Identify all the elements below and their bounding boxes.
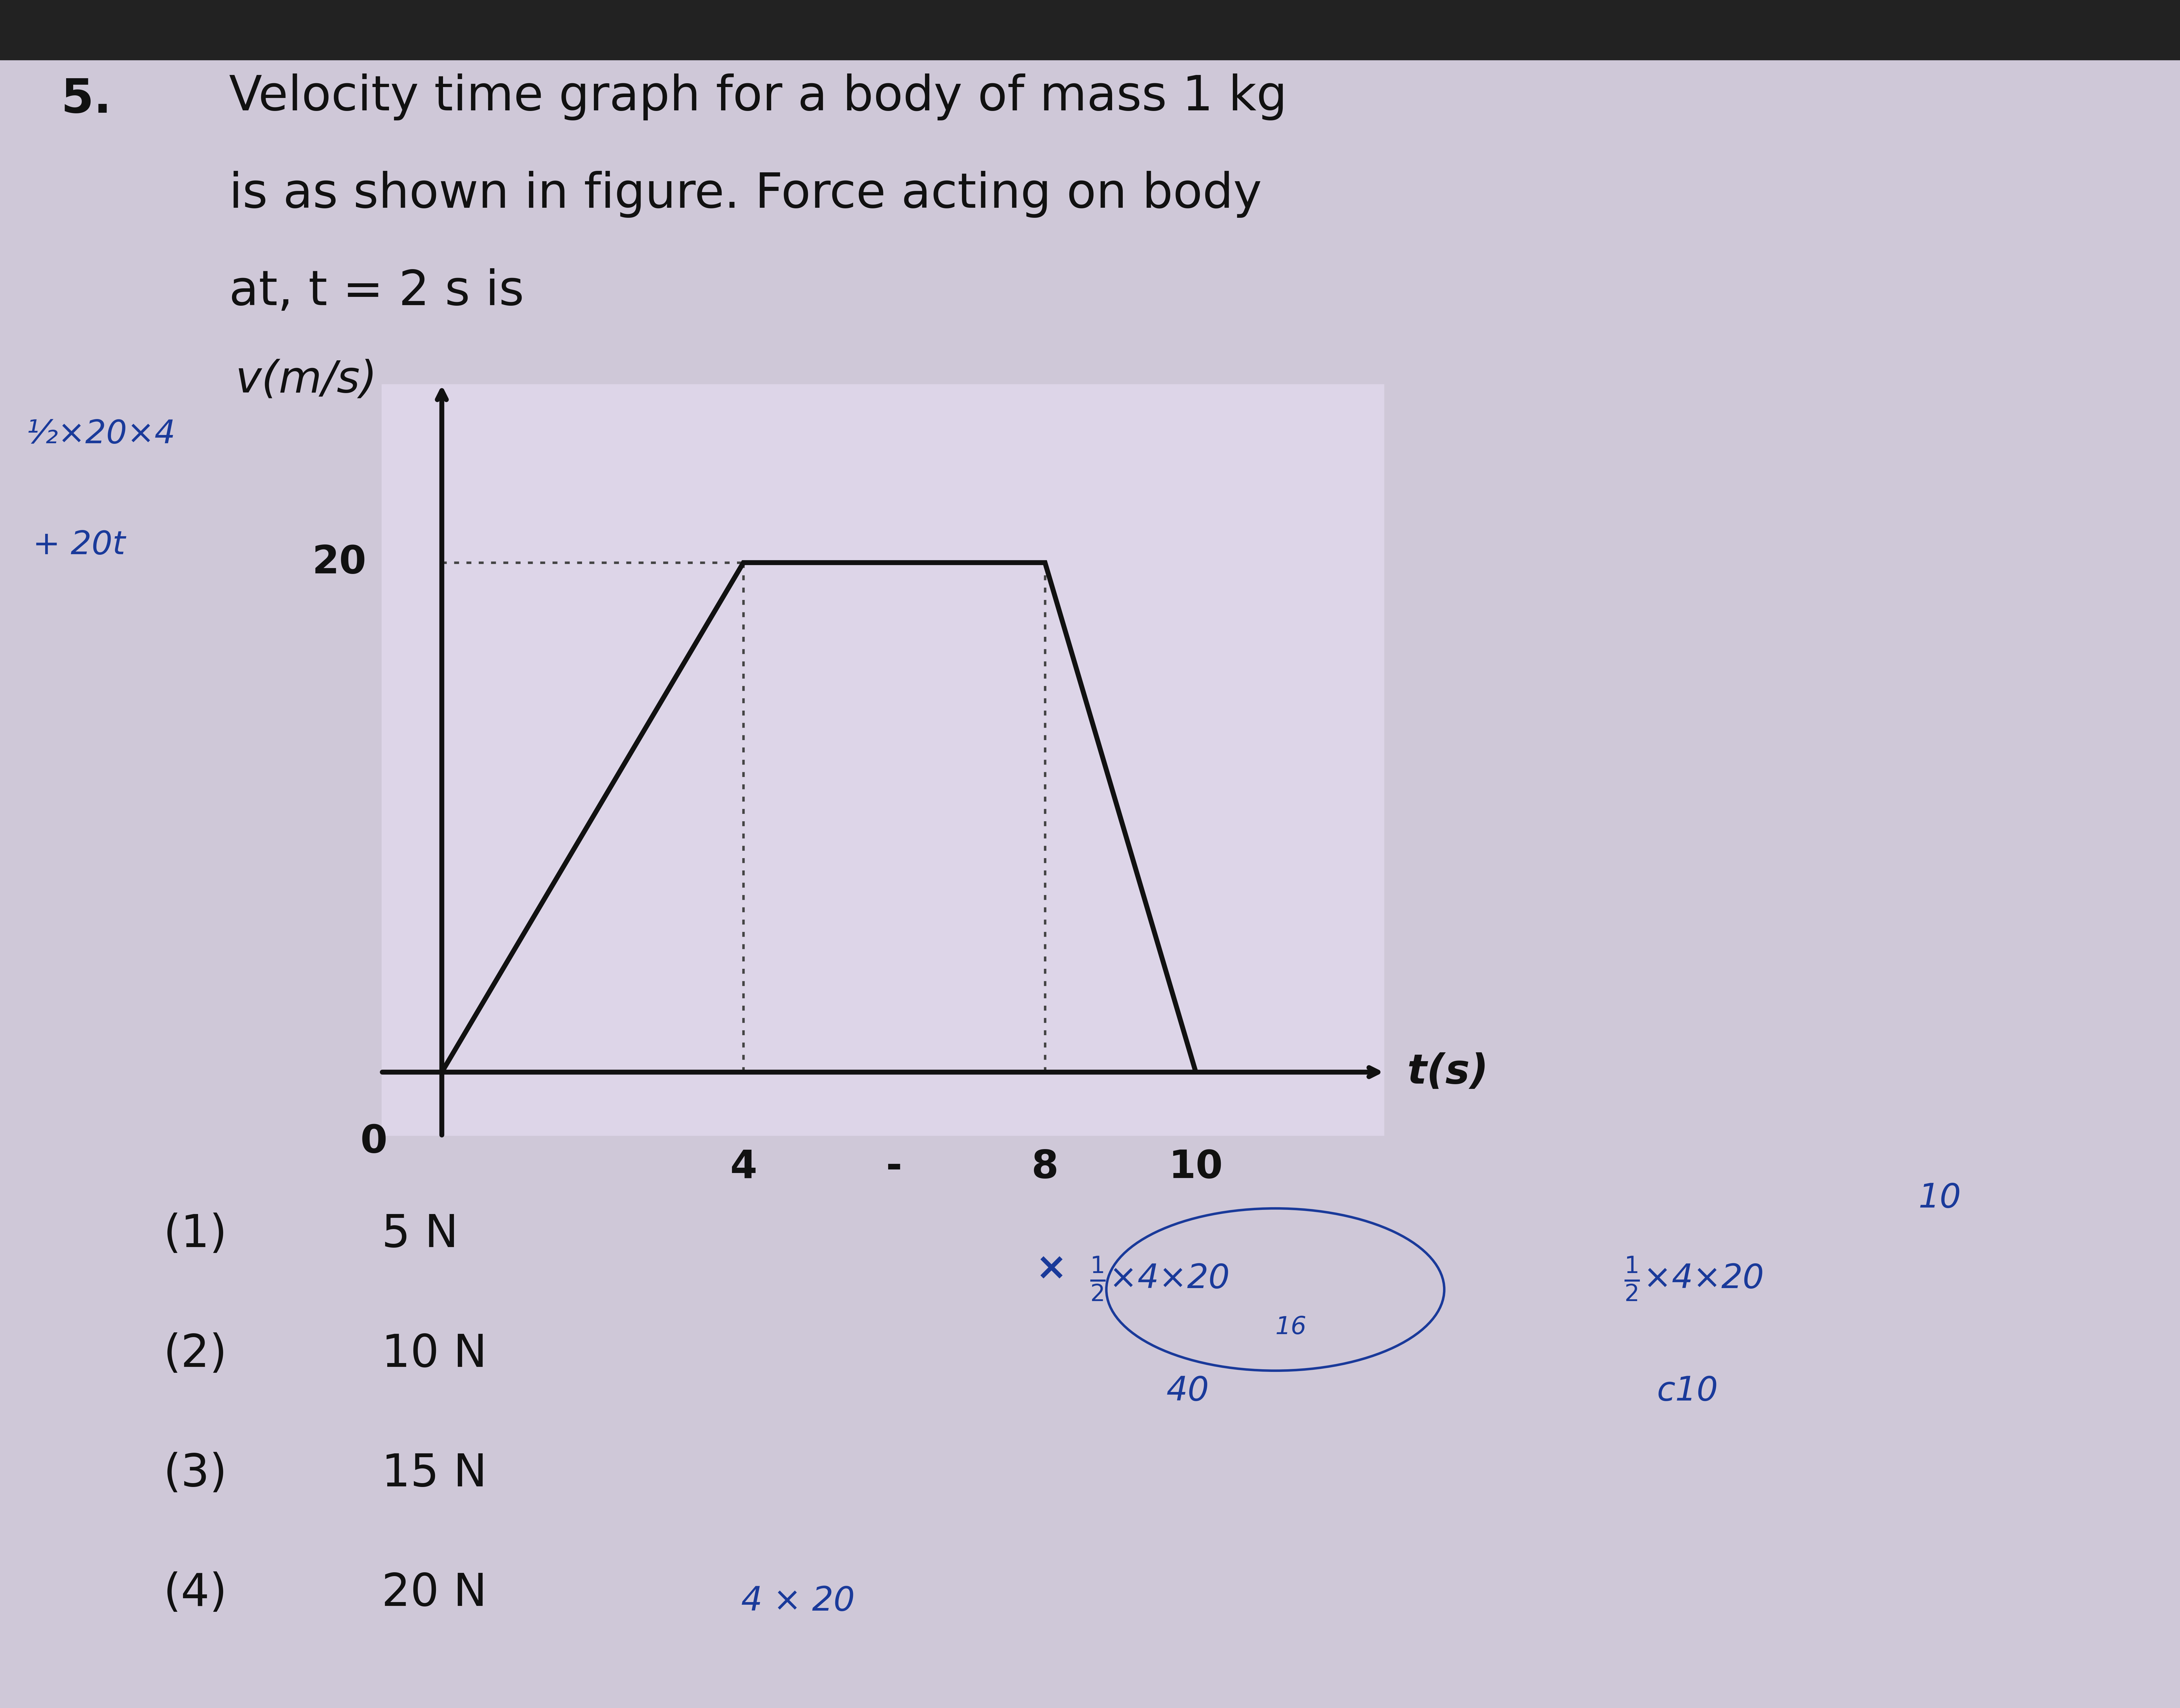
Text: $\frac{1}{2}$×4×20: $\frac{1}{2}$×4×20	[1624, 1255, 1764, 1301]
Text: 15 N: 15 N	[382, 1452, 486, 1496]
Text: 16: 16	[1275, 1315, 1306, 1339]
Text: t(s): t(s)	[1406, 1052, 1489, 1091]
Text: 10 N: 10 N	[382, 1332, 486, 1377]
Text: 5.: 5.	[61, 77, 111, 123]
Text: 20 N: 20 N	[382, 1571, 486, 1616]
Text: (2): (2)	[164, 1332, 227, 1377]
Text: (1): (1)	[164, 1213, 227, 1257]
Text: Velocity time graph for a body of mass 1 kg: Velocity time graph for a body of mass 1…	[229, 73, 1286, 120]
Text: -: -	[885, 1148, 903, 1185]
Text: ½×20×4: ½×20×4	[26, 418, 177, 449]
Text: 8: 8	[1031, 1148, 1059, 1185]
Text: 0: 0	[360, 1124, 388, 1160]
Text: 10: 10	[1918, 1182, 1962, 1214]
Text: ×: ×	[1036, 1250, 1066, 1288]
Text: 4: 4	[730, 1148, 756, 1185]
Text: at, t = 2 s is: at, t = 2 s is	[229, 268, 523, 314]
Text: $\frac{1}{2}$×4×20: $\frac{1}{2}$×4×20	[1090, 1255, 1230, 1301]
Text: 40: 40	[1166, 1375, 1210, 1407]
Text: (4): (4)	[164, 1571, 227, 1616]
Text: 4 × 20: 4 × 20	[741, 1585, 855, 1617]
Text: c10: c10	[1657, 1375, 1718, 1407]
Text: 5 N: 5 N	[382, 1213, 458, 1257]
Text: 10: 10	[1168, 1148, 1223, 1185]
Text: 20: 20	[312, 543, 366, 581]
Text: v(m/s): v(m/s)	[235, 359, 377, 401]
Bar	[0, 0, 2180, 60]
Text: (3): (3)	[164, 1452, 227, 1496]
Text: is as shown in figure. Force acting on body: is as shown in figure. Force acting on b…	[229, 171, 1262, 217]
Text: + 20t: + 20t	[33, 529, 124, 560]
